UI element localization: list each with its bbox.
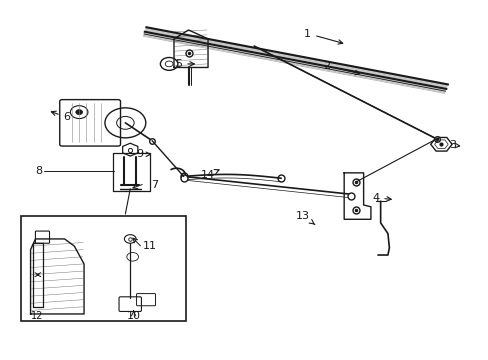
Text: 11: 11 xyxy=(142,241,156,251)
Circle shape xyxy=(76,110,82,114)
Text: 6: 6 xyxy=(51,111,70,122)
Bar xyxy=(21,216,186,321)
Text: 8: 8 xyxy=(36,166,42,176)
Text: 1: 1 xyxy=(304,28,342,44)
Text: 3: 3 xyxy=(448,140,459,150)
Text: 5: 5 xyxy=(175,59,194,69)
Text: 4: 4 xyxy=(371,193,390,203)
Text: 14: 14 xyxy=(201,170,219,180)
Text: 13: 13 xyxy=(295,211,314,225)
Text: 2: 2 xyxy=(323,61,359,75)
Text: 7: 7 xyxy=(151,180,158,190)
Text: 10: 10 xyxy=(126,311,141,321)
Text: 12: 12 xyxy=(31,311,43,321)
Text: 9: 9 xyxy=(136,149,150,159)
